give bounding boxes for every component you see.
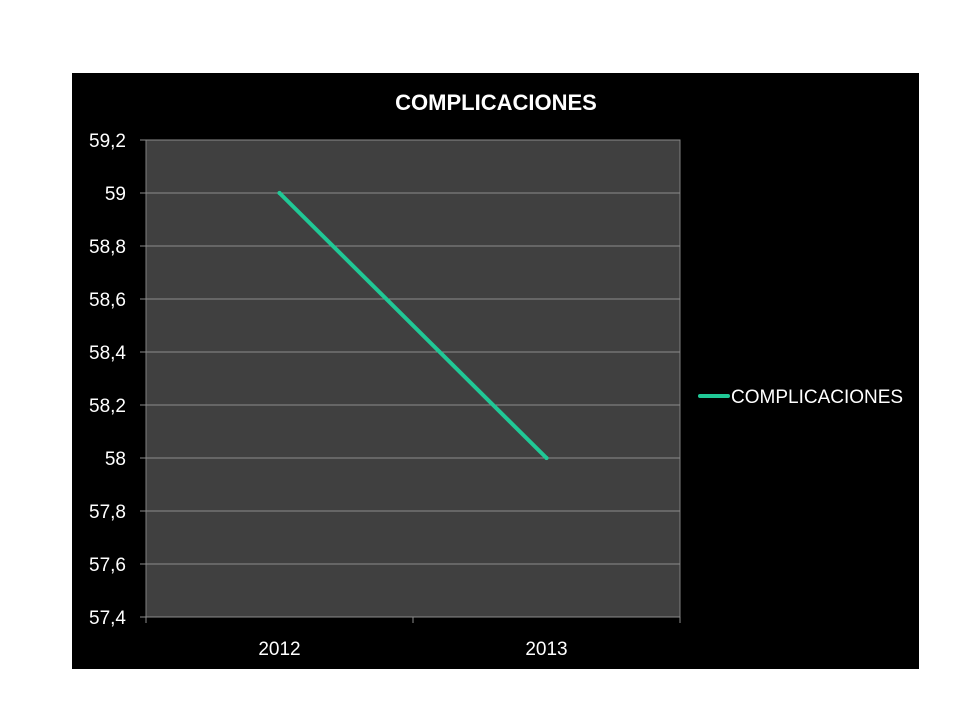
- y-tick-label: 57,8: [89, 502, 126, 523]
- series-line: [277, 191, 549, 460]
- y-tick-label: 59,2: [89, 131, 126, 152]
- y-tick-label: 58: [105, 449, 126, 470]
- y-tick-label: 59: [105, 184, 126, 205]
- y-tick-label: 58,4: [89, 343, 126, 364]
- data-point: [277, 191, 282, 195]
- x-tick-label: 2013: [525, 639, 567, 660]
- x-tick-label: 2012: [258, 639, 300, 660]
- y-tick-label: 58,6: [89, 290, 126, 311]
- series-layer: [277, 191, 549, 460]
- y-axis: 57,4 57,6 57,8 58 58,2 58,4 58,6 58,8 59 59,2: [89, 131, 146, 629]
- y-tick-label: 57,4: [89, 608, 126, 629]
- y-tick-label: 57,6: [89, 555, 126, 576]
- y-tick-label: 58,8: [89, 237, 126, 258]
- legend-label: COMPLICACIONES: [731, 387, 903, 408]
- grid-lines: [146, 139, 680, 618]
- x-axis: 2012 2013: [145, 616, 681, 660]
- plot-area: [145, 139, 681, 618]
- chart-title: COMPLICACIONES: [395, 90, 597, 115]
- data-point: [544, 456, 549, 460]
- legend: COMPLICACIONES: [698, 387, 903, 408]
- y-tick-label: 58,2: [89, 396, 126, 417]
